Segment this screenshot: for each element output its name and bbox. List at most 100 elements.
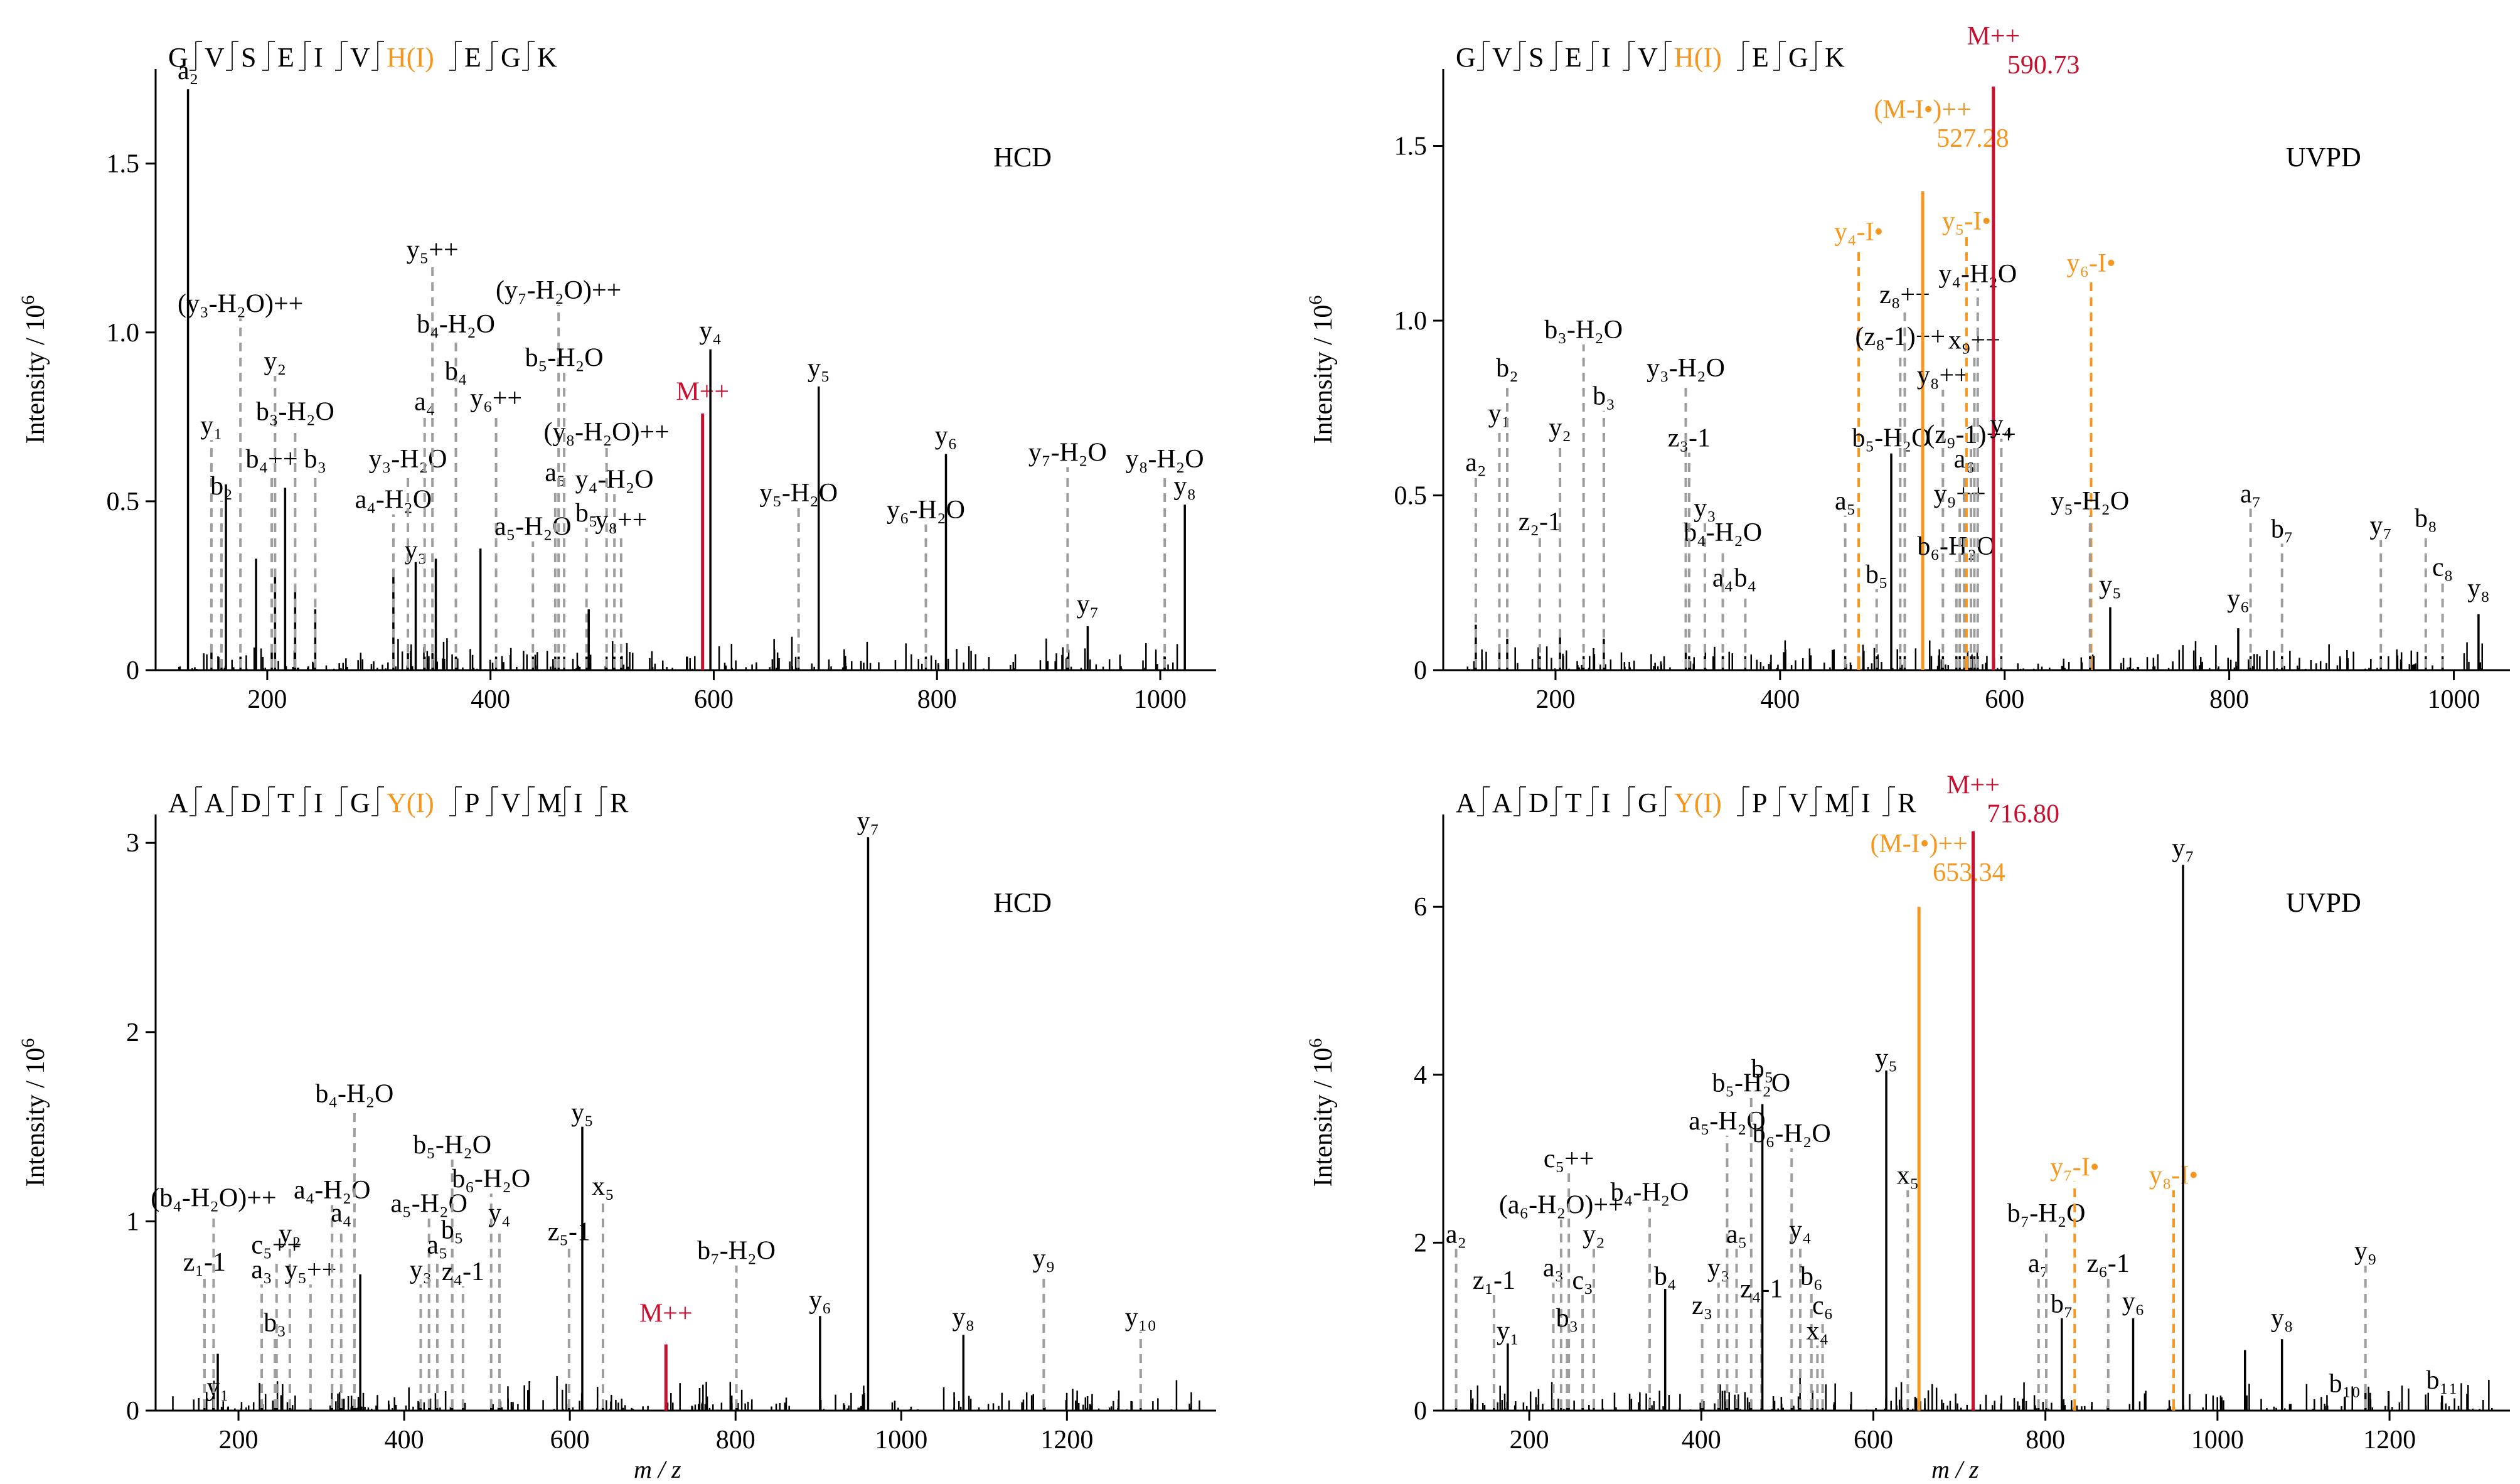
x-tick-label: 400 (471, 685, 510, 714)
fragment-label: y₄-H₂O (575, 465, 654, 494)
fragment-label: y₆-H₂O (887, 496, 965, 525)
fragment-label: y₂ (279, 1220, 301, 1249)
cleavage-marker (1810, 786, 1822, 816)
sequence-residue: I (574, 787, 583, 818)
x-tick-label: 600 (550, 1426, 590, 1455)
fragment-label: x₅ (592, 1172, 614, 1201)
fragment-label: y₄ (699, 317, 722, 346)
cleavage-marker (262, 786, 275, 816)
fragment-label: (y₃-H₂O)++ (178, 290, 303, 319)
x-tick-label: 1000 (875, 1426, 927, 1455)
fragment-label: b₇-H₂O (2007, 1199, 2086, 1228)
fragment-label: b₃ (264, 1308, 286, 1337)
fragment-label: M++ (1967, 22, 2020, 51)
fragment-label: b₆-H₂O (452, 1165, 530, 1193)
cleavage-marker (1550, 786, 1562, 816)
y-tick-label: 4 (1414, 1061, 1427, 1090)
fragment-label: y₆ (809, 1286, 831, 1315)
x-tick-label: 800 (2209, 685, 2249, 714)
fragment-label: a₂ (1465, 449, 1486, 478)
x-axis-title-right: m / z (1931, 1455, 1979, 1483)
fragment-label: b₃ (304, 445, 327, 474)
fragment-label: a₄-H₂O (355, 486, 432, 515)
sequence-residue: A (168, 787, 188, 818)
sequence-residue: A (1492, 787, 1512, 818)
cleavage-marker (522, 41, 535, 71)
y-tick-label: 1 (126, 1207, 139, 1236)
fragment-label: y₂ (264, 347, 287, 376)
precursor-mz-label: 716.80 (1987, 800, 2060, 829)
sequence-residue: H(I) (1674, 42, 1722, 73)
fragment-label: z₄-1 (442, 1257, 484, 1286)
fragment-label: a₂ (1446, 1220, 1466, 1249)
sequence-residue: I (1861, 787, 1871, 818)
cleavage-marker (1882, 786, 1895, 816)
y-tick-label: 1.0 (1394, 307, 1428, 336)
fragment-label: y₇-I• (2050, 1153, 2099, 1182)
fragment-label: z₁-1 (1473, 1266, 1515, 1295)
sequence-residue: G (168, 42, 188, 73)
peptide-sequence: G V S E I V H(I) E G K (1456, 41, 1845, 73)
cleavage-marker (1477, 786, 1490, 816)
x-tick-label: 800 (716, 1426, 755, 1455)
sequence-residue: E (464, 42, 481, 73)
sequence-residue: G (1638, 787, 1658, 818)
fragment-label: z₁-1 (183, 1248, 226, 1277)
fragment-label: a₅ (1726, 1220, 1747, 1249)
peptide-sequence: A A D T I G Y(I) P V M I R (1456, 786, 1916, 818)
fragment-label: y₅ (1875, 1044, 1898, 1072)
sequence-residue: K (1825, 42, 1845, 73)
sequence-residue: I (314, 42, 323, 73)
cleavage-marker (1737, 41, 1749, 71)
baseline-noise (178, 636, 1178, 670)
y-axis-label: Intensity / 106 (1305, 1038, 1338, 1187)
fragment-label: z₃ (1692, 1291, 1712, 1320)
sequence-residue: V (1788, 787, 1808, 818)
fragment-label: b₁₁ (2427, 1366, 2458, 1395)
fragment-label: a₅ (545, 459, 565, 488)
fragment-label: y₈ (952, 1303, 974, 1332)
fragment-label: y₅ (2099, 570, 2122, 599)
cleavage-marker (1514, 786, 1526, 816)
panel-title: UVPD (2286, 142, 2361, 173)
cleavage-marker (1623, 41, 1635, 71)
sequence-residue: A (205, 787, 225, 818)
fragment-label: y₅++ (284, 1256, 336, 1284)
cleavage-marker (449, 786, 462, 816)
x-tick-label: 200 (247, 685, 287, 714)
fragment-label: (M-I•)++ (1874, 95, 1971, 124)
sequence-residue: V (501, 787, 521, 818)
cleavage-marker (190, 41, 202, 71)
fragment-label: b₂ (1496, 354, 1519, 383)
cleavage-marker (486, 41, 498, 71)
fragment-label: y₄ (1990, 410, 2013, 439)
x-tick-label: 200 (1510, 1426, 1549, 1455)
fragment-label: b₄-H₂O (417, 310, 495, 339)
fragment-label: y₈ (1173, 472, 1196, 501)
fragment-label: c₈ (2432, 553, 2453, 582)
precursor-mz-label: 527.28 (1936, 124, 2009, 153)
fragment-label: (a₆-H₂O)++ (1499, 1191, 1623, 1220)
peptide-sequence: G V S E I V H(I) E G K (168, 41, 557, 73)
x-tick-label: 200 (219, 1426, 259, 1455)
y-axis-label: Intensity / 106 (1305, 296, 1338, 444)
x-tick-label: 1200 (2363, 1426, 2416, 1455)
y-tick-label: 2 (1414, 1229, 1427, 1257)
fragment-label: b₅ (1866, 560, 1888, 589)
fragment-label: y₈++ (595, 506, 647, 535)
fragment-label: a₂ (178, 56, 198, 85)
cleavage-marker (335, 786, 348, 816)
cleavage-marker (371, 786, 384, 816)
fragment-label: b₃ (1593, 382, 1615, 411)
x-tick-label: 1000 (2191, 1426, 2244, 1455)
fragment-label: b₄++ (246, 445, 298, 474)
baseline-noise (1466, 640, 2483, 670)
precursor-mz-label: 590.73 (2007, 51, 2080, 80)
sequence-residue: V (205, 42, 225, 73)
fragment-label: y₃ (405, 536, 427, 565)
fragment-label: b₁₀ (2329, 1370, 2361, 1399)
y-tick-label: 0.5 (1394, 482, 1428, 511)
fragment-label: b₄-H₂O (315, 1079, 393, 1108)
panel-title: HCD (993, 142, 1052, 173)
x-tick-label: 800 (2026, 1426, 2065, 1455)
